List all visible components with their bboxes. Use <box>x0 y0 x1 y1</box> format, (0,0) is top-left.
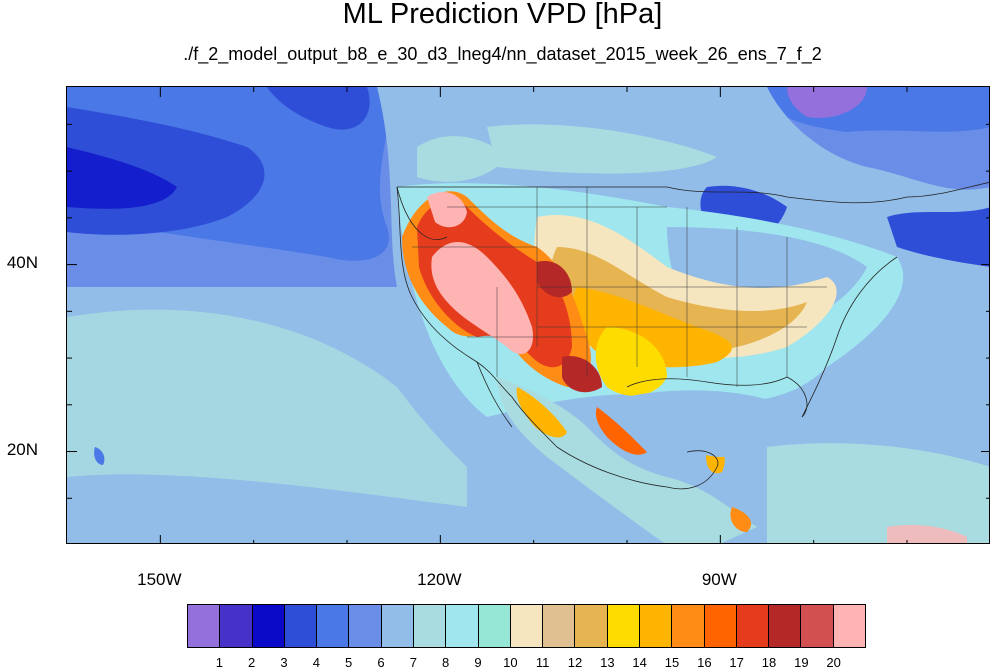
colorbar-swatch <box>381 605 414 647</box>
colorbar-swatch <box>543 605 576 647</box>
vpd-band-3 <box>67 147 177 209</box>
colorbar-swatch <box>639 605 673 647</box>
colorbar-swatch <box>607 605 640 647</box>
colorbar <box>187 604 866 648</box>
colorbar-swatch <box>769 605 802 647</box>
lon-tick-label: 90W <box>701 570 737 589</box>
colorbar-level-label: 16 <box>697 655 712 670</box>
colorbar-swatch <box>220 605 253 647</box>
colorbar-level-label: 15 <box>664 655 680 670</box>
colorbar-level-label: 19 <box>794 655 809 670</box>
coastlines <box>396 182 989 490</box>
colorbar-swatch <box>736 605 770 647</box>
lat-tick-label: 40N <box>6 252 38 272</box>
colorbar-swatch <box>446 605 479 647</box>
colorbar-level-label: 11 <box>535 655 550 670</box>
colorbar-swatch <box>252 605 285 647</box>
colorbar-swatch <box>284 605 318 647</box>
colorbar-swatch <box>510 605 544 647</box>
colorbar-swatch <box>833 605 865 647</box>
state-borders <box>412 187 827 387</box>
colorbar-level-label: 3 <box>280 655 288 670</box>
plot-title: ML Prediction VPD [hPa] <box>342 0 663 30</box>
colorbar-level-label: 9 <box>474 655 482 670</box>
colorbar-level-label: 14 <box>632 655 647 670</box>
colorbar-level-label: 20 <box>826 655 841 670</box>
colorbar-level-label: 4 <box>312 655 320 670</box>
colorbar-level-label: 1 <box>215 655 223 670</box>
mexico-field <box>497 377 757 543</box>
colorbar-swatch <box>575 605 608 647</box>
colorbar-swatch <box>704 605 737 647</box>
colorbar-level-label: 2 <box>248 655 256 670</box>
colorbar-level-label: 8 <box>442 655 450 670</box>
colorbar-level-label: 6 <box>377 655 385 670</box>
colorbar-level-label: 17 <box>729 655 744 670</box>
plot-subtitle: ./f_2_model_output_b8_e_30_d3_lneg4/nn_d… <box>183 44 822 64</box>
colorbar-swatch <box>478 605 511 647</box>
lat-tick-label: 20N <box>6 439 38 459</box>
lon-tick-label: 120W <box>417 570 462 589</box>
lon-tick-label: 150W <box>137 570 182 589</box>
colorbar-swatch <box>317 605 350 647</box>
colorbar-level-label: 18 <box>761 655 777 670</box>
colorbar-level-label: 7 <box>409 655 417 670</box>
colorbar-level-label: 10 <box>503 655 518 670</box>
colorbar-swatch <box>801 605 834 647</box>
colorbar-swatch <box>672 605 705 647</box>
colorbar-level-label: 5 <box>345 655 353 670</box>
colorbar-swatch <box>349 605 382 647</box>
vpd-band-20 <box>431 242 533 355</box>
colorbar-level-label: 13 <box>600 655 615 670</box>
map-panel <box>66 86 990 544</box>
colorbar-swatch <box>188 605 221 647</box>
colorbar-swatch <box>413 605 447 647</box>
colorbar-level-label: 12 <box>567 655 583 670</box>
